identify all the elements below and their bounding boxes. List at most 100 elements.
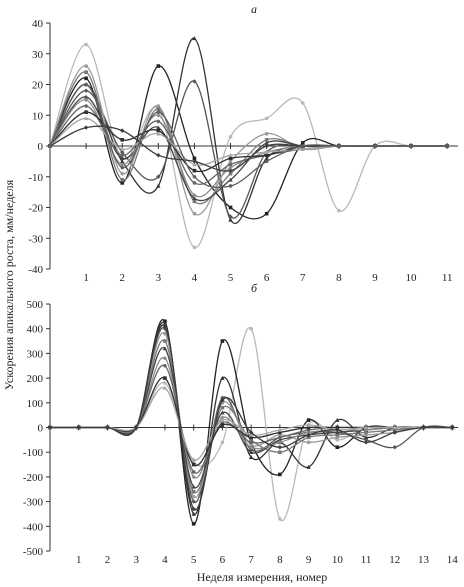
chart-b-y-tick-label: 500 xyxy=(27,299,44,311)
chart-b-data-point xyxy=(220,417,225,422)
chart-b-data-point xyxy=(277,437,283,442)
chart-b-x-tick-label: 7 xyxy=(248,554,254,566)
chart-b-data-point xyxy=(248,450,254,454)
chart-b-y-tick-label: 100 xyxy=(27,398,44,410)
chart-a-data-point xyxy=(156,107,161,111)
chart-b-data-point xyxy=(191,494,196,499)
chart-a-data-point xyxy=(264,140,269,145)
y-axis-title: Ускорения апикального роста, мм/неделя xyxy=(2,179,16,390)
chart-a-data-point xyxy=(120,159,125,164)
chart-b-y-tick-label: -400 xyxy=(23,521,44,533)
chart-a-data-point xyxy=(228,177,233,182)
chart-a-data-point xyxy=(120,162,125,167)
chart-b-data-point xyxy=(249,442,253,447)
chart-a-data-point xyxy=(300,144,305,148)
chart-b-data-point xyxy=(335,445,340,450)
chart-a-data-point xyxy=(192,168,197,173)
chart-b-y-tick-label: 0 xyxy=(38,423,44,435)
chart-a-x-tick-label: 8 xyxy=(336,272,342,284)
chart-b-data-point xyxy=(47,425,53,430)
chart-b-series-line xyxy=(50,332,453,499)
chart-b-data-point xyxy=(220,410,225,415)
chart-b-x-tick-label: 8 xyxy=(277,554,283,566)
chart-a-data-point xyxy=(84,110,88,114)
chart-b-data-point xyxy=(278,435,282,440)
chart-b-x-tick-label: 12 xyxy=(389,554,400,566)
chart-a-x-tick-label: 3 xyxy=(156,272,162,284)
chart-a-data-point xyxy=(192,211,197,216)
chart-b-y-tick-label: 300 xyxy=(27,348,44,360)
chart-a-data-point xyxy=(156,110,161,114)
chart-b-data-point xyxy=(363,435,369,440)
chart-b-series-line xyxy=(50,319,453,525)
chart-b-data-point xyxy=(249,440,253,445)
chart-a-x-tick-label: 4 xyxy=(192,272,198,284)
chart-a-data-point xyxy=(156,183,161,188)
chart-a-data-point xyxy=(120,165,125,170)
chart-b-data-point xyxy=(278,430,282,435)
chart-b-data-point xyxy=(335,438,340,442)
chart-a-y-tick-label: -30 xyxy=(28,233,43,245)
chart-b-data-point xyxy=(163,339,167,343)
chart-a-data-point xyxy=(264,156,269,161)
chart-b-y-tick-label: -100 xyxy=(23,447,44,459)
chart-b-data-point xyxy=(277,427,283,432)
chart-a-data-point xyxy=(84,42,88,47)
chart-a-data-point xyxy=(83,88,89,93)
chart-a-x-tick-label: 7 xyxy=(300,272,306,284)
chart-a-data-point xyxy=(228,171,233,176)
chart-b-x-tick-label: 3 xyxy=(133,554,139,566)
chart-a-data-point xyxy=(264,153,269,158)
chart-a-data-point xyxy=(192,174,197,179)
chart-b-data-point xyxy=(335,430,340,435)
chart-b-data-point xyxy=(306,435,311,440)
chart-b-series-line xyxy=(50,324,453,511)
chart-b-data-point xyxy=(249,326,253,331)
chart-a-data-point xyxy=(192,196,197,201)
chart-a-data-point xyxy=(83,125,89,130)
chart-a-data-point xyxy=(84,70,88,74)
chart-b-data-point xyxy=(277,445,283,450)
chart-a-data-point xyxy=(228,184,233,188)
chart-a-data-point xyxy=(156,174,161,179)
chart-a-data-point xyxy=(156,131,161,136)
chart-a-y-tick-label: 30 xyxy=(32,49,44,61)
chart-a-data-point xyxy=(83,94,89,99)
chart-b-data-point xyxy=(450,425,455,430)
chart-a-y-tick-label: -20 xyxy=(28,203,43,215)
chart-b-x-tick-label: 14 xyxy=(447,554,459,566)
chart-a-data-point xyxy=(264,116,269,121)
chart-b-series-line xyxy=(50,339,453,494)
chart-a-x-tick-label: 1 xyxy=(83,272,89,284)
chart-b-data-point xyxy=(249,435,253,440)
chart-b-data-point xyxy=(392,445,397,450)
chart-b-data-point xyxy=(220,375,225,380)
chart-b-x-tick-label: 4 xyxy=(162,554,168,566)
chart-b-data-point xyxy=(248,430,254,435)
chart-b-data-point xyxy=(335,427,340,433)
chart-a-data-point xyxy=(192,193,197,198)
chart-b-data-point xyxy=(191,457,196,462)
chart-b-data-point xyxy=(162,324,168,329)
chart-a-data-point xyxy=(156,64,161,68)
chart-a-data-point xyxy=(156,119,161,124)
chart-a-x-tick-label: 2 xyxy=(119,272,125,284)
chart-b-data-point xyxy=(163,331,167,336)
chart-a-data-point xyxy=(264,211,269,216)
chart-a-data-point xyxy=(300,146,305,151)
chart-b-x-tick-label: 2 xyxy=(105,554,111,566)
chart-a-data-point xyxy=(264,149,269,154)
chart-a-data-point xyxy=(192,245,197,250)
chart-a-data-point xyxy=(156,104,161,108)
chart-b-data-point xyxy=(306,418,311,422)
chart-a-series-line xyxy=(49,83,448,189)
chart-b-y-tick-label: -500 xyxy=(23,546,44,558)
chart-a-data-point xyxy=(264,131,269,136)
chart-b-data-point xyxy=(162,385,168,390)
chart-b-data-point xyxy=(191,499,196,504)
chart-a-series xyxy=(47,36,450,250)
chart-b-data-point xyxy=(392,428,397,432)
chart-a-data-point xyxy=(228,159,233,164)
chart-a-data-point xyxy=(337,144,341,148)
